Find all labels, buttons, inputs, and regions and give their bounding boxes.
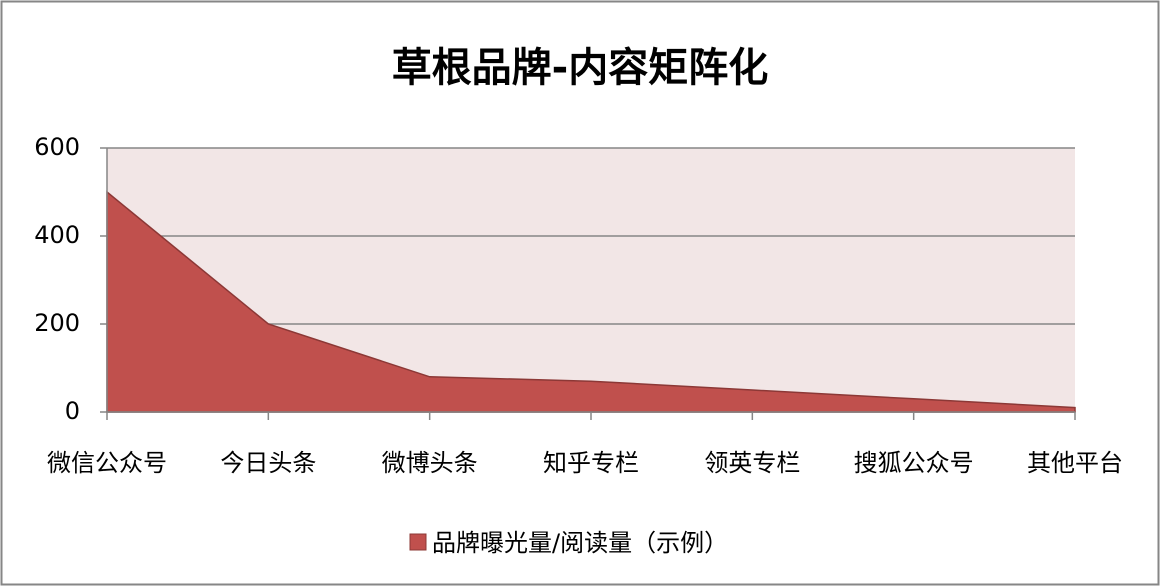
x-tick-label: 领英专栏 (704, 449, 800, 477)
x-tick-label: 搜狐公众号 (854, 449, 974, 477)
y-tick-label: 0 (65, 397, 80, 425)
chart-title: 草根品牌-内容矩阵化 (392, 45, 769, 91)
y-tick-label: 400 (34, 221, 80, 249)
y-tick-label: 200 (34, 309, 80, 337)
x-tick-label: 微信公众号 (47, 449, 167, 477)
x-tick-label: 微博头条 (382, 449, 478, 477)
y-tick-label: 600 (34, 133, 80, 161)
x-tick-label: 今日头条 (220, 449, 316, 477)
legend-swatch (409, 533, 427, 551)
x-tick-label: 其他平台 (1027, 449, 1123, 477)
x-tick-label: 知乎专栏 (543, 449, 639, 477)
legend-label: 品牌曝光量/阅读量（示例） (432, 529, 728, 557)
area (106, 190, 1076, 413)
